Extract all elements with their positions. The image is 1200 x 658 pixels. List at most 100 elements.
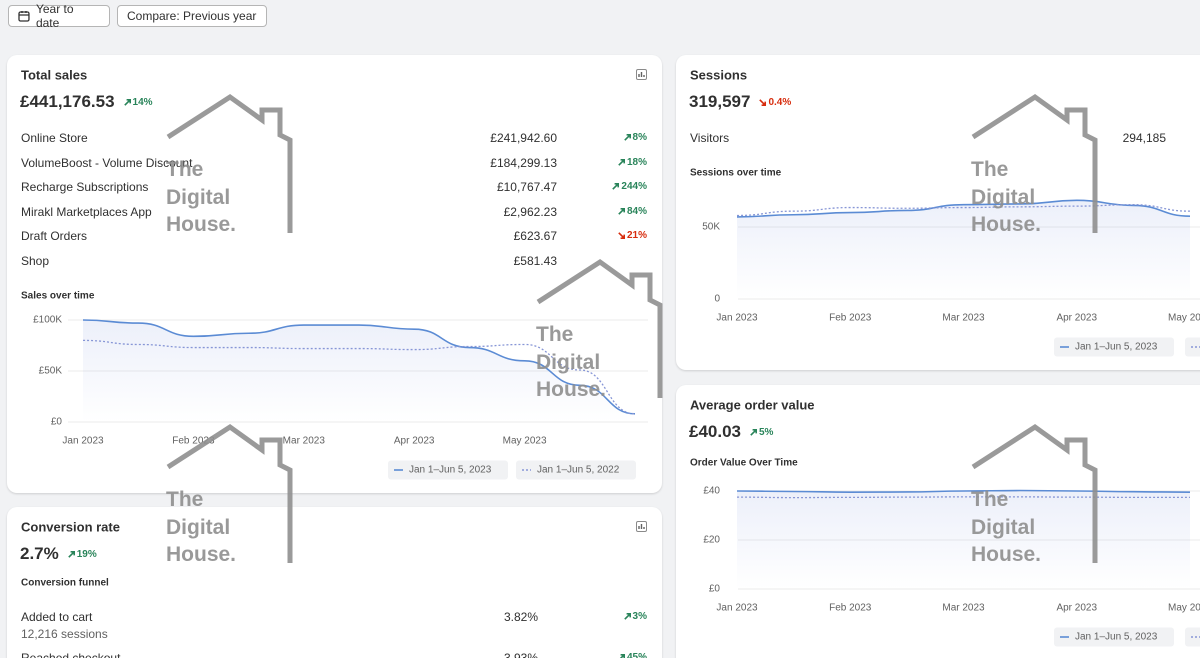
series-area [737, 490, 1190, 589]
y-tick-label: £50K [39, 366, 63, 377]
row-change-cell: 244% [611, 178, 647, 196]
card [7, 507, 662, 658]
series-line [736, 199, 1191, 218]
trend-arrow [623, 133, 631, 141]
row-change-cell: 21% [617, 227, 647, 245]
change-indicator: 3% [623, 611, 647, 622]
watermark-text: The [166, 488, 204, 511]
row-detail: 12,216 sessions [21, 627, 108, 641]
row-name: Added to cart [21, 610, 93, 624]
card-title: Sessions [690, 67, 748, 83]
y-tick-label: £20 [703, 535, 720, 546]
row-amount: £241,942.60 [490, 131, 557, 145]
card-title: Total sales [21, 67, 88, 83]
x-tick-label: Apr 2023 [1056, 313, 1097, 324]
row-change-cell: 8% [623, 129, 647, 147]
x-tick-label: Feb 2023 [172, 436, 215, 447]
x-tick-label: Mar 2023 [942, 313, 985, 324]
headline-value: 2.7% [20, 544, 59, 563]
change-indicator: 5% [749, 427, 773, 438]
change-indicator: 244% [611, 181, 647, 192]
change-value: 5% [759, 426, 774, 438]
trend-arrow [123, 98, 131, 106]
chart-icon[interactable] [636, 69, 647, 80]
row-name: Reached checkout [21, 651, 121, 658]
x-tick-label: Mar 2023 [283, 436, 326, 447]
row-change-cell: 84% [617, 203, 647, 221]
watermark-text: Digital [971, 515, 1036, 539]
change-value: 244% [621, 181, 647, 193]
watermark-text: Digital [536, 350, 601, 374]
x-tick-label: May 2023 [1168, 313, 1200, 324]
change-value: 84% [626, 205, 647, 217]
watermark-text: The [536, 323, 574, 346]
change-value: 21% [626, 230, 647, 242]
chart-title: Sales over time [21, 290, 95, 302]
headline: 319,597 0.4% [689, 92, 791, 112]
headline-value: £40.03 [689, 422, 741, 441]
y-tick-label: 50K [702, 222, 720, 233]
calendar-icon [18, 11, 30, 22]
change-value: 3% [632, 611, 647, 622]
row-name: Visitors [690, 131, 730, 145]
legend-item [1054, 627, 1174, 647]
section-title: Conversion funnel [21, 577, 109, 589]
watermark-text: Digital [971, 185, 1036, 209]
watermark-text: House. [971, 213, 1042, 236]
trend-arrow [618, 158, 625, 166]
x-tick-label: May 2023 [1168, 603, 1200, 614]
y-tick-label: £100K [33, 315, 62, 326]
change-indicator: 21% [617, 230, 647, 241]
legend-label: Jan 1–Jun 5, 2023 [409, 465, 492, 476]
row-amount: 294,185 [1122, 131, 1166, 145]
y-tick-label: £40 [703, 486, 720, 497]
chart-icon[interactable] [636, 521, 647, 532]
change-value: 8% [632, 132, 647, 143]
row-name: Recharge Subscriptions [21, 180, 149, 195]
watermark-text: House. [971, 543, 1042, 566]
x-tick-label: Jan 2023 [716, 313, 758, 324]
card-title: Conversion rate [21, 519, 120, 535]
legend-item [516, 460, 636, 480]
row-change-cell: 3% [623, 608, 647, 626]
row-name: Shop [21, 254, 50, 268]
change-indicator: 18% [617, 157, 647, 168]
trend-arrow [750, 428, 758, 436]
x-tick-label: Apr 2023 [394, 436, 435, 447]
legend-label: Jan 1–Jun 5, 2023 [1075, 342, 1158, 353]
row-amount: 3.93% [503, 651, 538, 658]
trend-arrow [618, 232, 625, 240]
watermark-text: House. [166, 543, 237, 566]
change-indicator: 8% [623, 132, 647, 143]
row-amount: £10,767.47 [496, 180, 557, 195]
x-tick-label: Jan 2023 [62, 436, 104, 447]
row-amount: £2,962.23 [503, 204, 557, 219]
row-name: Mirakl Marketplaces App [21, 204, 152, 219]
series-line [82, 339, 636, 415]
headline-value: £441,176.53 [20, 92, 115, 111]
chart-title: Order Value Over Time [690, 457, 798, 469]
trend-arrow [612, 183, 620, 190]
x-tick-label: May 2023 [503, 436, 547, 447]
trend-arrow [623, 612, 631, 620]
row-name: Draft Orders [21, 229, 88, 244]
watermark-text: The [971, 158, 1009, 181]
change-value: 0.4% [768, 96, 792, 108]
change-value: 14% [132, 96, 153, 108]
x-tick-label: Feb 2023 [829, 603, 872, 614]
row-name: VolumeBoost - Volume Discount [21, 155, 193, 170]
toolbar-button[interactable]: Year to date [8, 2, 110, 30]
change-indicator: 14% [123, 97, 153, 108]
row-amount: 3.82% [503, 610, 538, 624]
legend-item [388, 460, 508, 480]
headline: £40.03 5% [689, 422, 773, 442]
headline: £441,176.53 14% [20, 92, 153, 112]
y-tick-label: £0 [51, 417, 63, 428]
watermark-text: The [166, 158, 204, 181]
watermark-text: House. [536, 378, 607, 401]
toolbar-button[interactable]: Compare: Previous year [117, 5, 267, 27]
watermark-text: Digital [166, 515, 231, 539]
button-label: Compare: Previous year [127, 9, 257, 23]
